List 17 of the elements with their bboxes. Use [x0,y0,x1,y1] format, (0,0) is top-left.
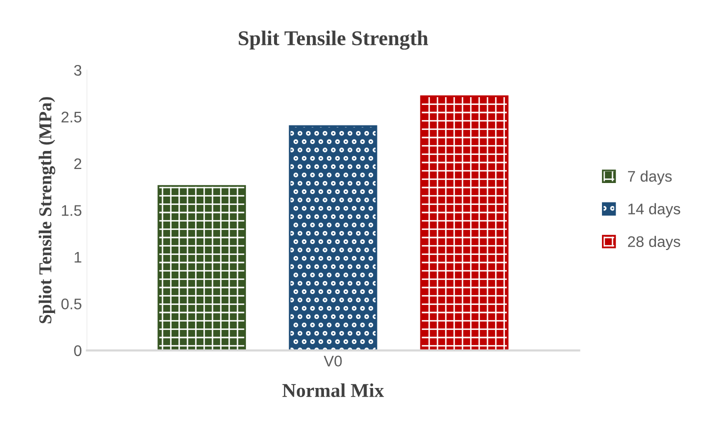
legend-label: 7 days [628,170,672,185]
y-axis-title: Spliot Tensile Strength (MPa) [38,97,56,324]
y-tick-label: 2 [74,158,82,170]
legend-label: 14 days [628,203,680,218]
y-tick-label: 2.5 [62,112,82,122]
bar [420,95,508,350]
x-tick-label: V0 [324,356,342,366]
y-tick-label: 1 [74,252,82,262]
y-tick-label: 1.5 [62,205,82,216]
x-axis-title: Normal Mix [282,383,384,398]
y-tick-label: 0.5 [61,298,82,310]
bar [288,125,378,350]
y-tick-label: 3 [74,64,82,76]
bar [158,185,246,350]
legend-label: 28 days [628,236,680,250]
y-tick-label: 0 [74,345,82,356]
chart-title: Split Tensile Strength [238,30,428,50]
